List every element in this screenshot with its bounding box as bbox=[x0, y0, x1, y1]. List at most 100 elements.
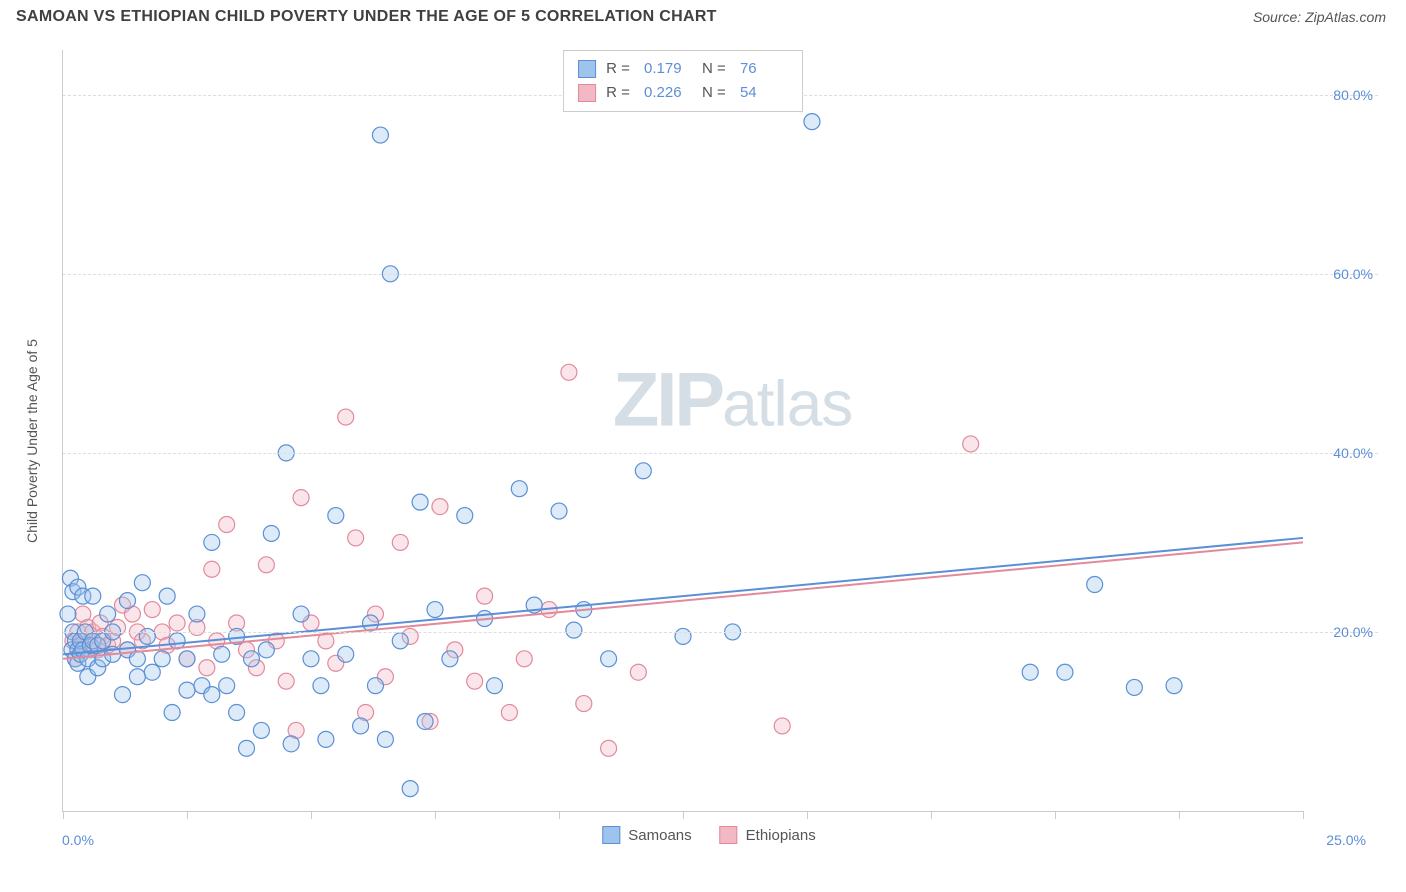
scatter-point bbox=[179, 682, 195, 698]
scatter-point bbox=[144, 602, 160, 618]
scatter-point bbox=[1022, 664, 1038, 680]
x-tick bbox=[1303, 811, 1304, 819]
legend-label: Ethiopians bbox=[746, 827, 816, 844]
scatter-point bbox=[392, 534, 408, 550]
x-tick bbox=[1179, 811, 1180, 819]
legend-n-label: N = bbox=[702, 57, 730, 81]
scatter-point bbox=[402, 781, 418, 797]
scatter-point bbox=[477, 588, 493, 604]
scatter-point bbox=[338, 646, 354, 662]
x-axis-min-label: 0.0% bbox=[62, 832, 94, 848]
x-tick bbox=[807, 811, 808, 819]
scatter-point bbox=[214, 646, 230, 662]
scatter-point bbox=[427, 602, 443, 618]
scatter-point bbox=[353, 718, 369, 734]
legend-n-value-1: 76 bbox=[740, 57, 788, 81]
grid-line bbox=[63, 632, 1378, 633]
scatter-point bbox=[1057, 664, 1073, 680]
legend-swatch-samoans bbox=[578, 60, 596, 78]
scatter-point bbox=[561, 364, 577, 380]
scatter-point bbox=[243, 651, 259, 667]
scatter-point bbox=[100, 606, 116, 622]
x-tick bbox=[63, 811, 64, 819]
scatter-point bbox=[204, 687, 220, 703]
scatter-point bbox=[576, 696, 592, 712]
y-axis-label: Child Poverty Under the Age of 5 bbox=[24, 339, 40, 543]
legend-r-value-2: 0.226 bbox=[644, 81, 692, 105]
scatter-point bbox=[154, 651, 170, 667]
legend-n-value-2: 54 bbox=[740, 81, 788, 105]
scatter-point bbox=[804, 114, 820, 130]
chart-container: Child Poverty Under the Age of 5 R = 0.1… bbox=[40, 40, 1378, 842]
scatter-point bbox=[258, 557, 274, 573]
legend-swatch-samoans bbox=[602, 826, 620, 844]
scatter-point bbox=[239, 740, 255, 756]
chart-title: SAMOAN VS ETHIOPIAN CHILD POVERTY UNDER … bbox=[16, 8, 717, 26]
scatter-point bbox=[675, 628, 691, 644]
legend-label: Samoans bbox=[628, 827, 691, 844]
scatter-point bbox=[601, 651, 617, 667]
x-tick bbox=[1055, 811, 1056, 819]
scatter-point bbox=[1126, 679, 1142, 695]
scatter-point bbox=[367, 678, 383, 694]
scatter-point bbox=[204, 561, 220, 577]
scatter-point bbox=[204, 534, 220, 550]
chart-source: Source: ZipAtlas.com bbox=[1253, 9, 1386, 25]
scatter-point bbox=[417, 713, 433, 729]
x-tick bbox=[559, 811, 560, 819]
x-axis-max-label: 25.0% bbox=[1326, 832, 1366, 848]
scatter-point bbox=[219, 517, 235, 533]
scatter-point bbox=[516, 651, 532, 667]
scatter-point bbox=[392, 633, 408, 649]
legend-swatch-ethiopians bbox=[578, 84, 596, 102]
x-tick bbox=[311, 811, 312, 819]
scatter-point bbox=[199, 660, 215, 676]
y-tick-label: 40.0% bbox=[1333, 445, 1373, 461]
legend-r-value-1: 0.179 bbox=[644, 57, 692, 81]
scatter-point bbox=[635, 463, 651, 479]
scatter-point bbox=[630, 664, 646, 680]
scatter-point bbox=[1087, 577, 1103, 593]
scatter-point bbox=[313, 678, 329, 694]
scatter-point bbox=[348, 530, 364, 546]
scatter-point bbox=[179, 651, 195, 667]
scatter-point bbox=[963, 436, 979, 452]
chart-header: SAMOAN VS ETHIOPIAN CHILD POVERTY UNDER … bbox=[0, 0, 1406, 30]
scatter-point bbox=[119, 593, 135, 609]
plot-area: R = 0.179 N = 76 R = 0.226 N = 54 ZIPatl… bbox=[62, 50, 1303, 812]
legend-n-label: N = bbox=[702, 81, 730, 105]
scatter-point bbox=[501, 705, 517, 721]
x-tick bbox=[931, 811, 932, 819]
legend-stats: R = 0.179 N = 76 R = 0.226 N = 54 bbox=[563, 50, 803, 112]
scatter-point bbox=[487, 678, 503, 694]
y-tick-label: 20.0% bbox=[1333, 624, 1373, 640]
x-tick bbox=[683, 811, 684, 819]
legend-series: Samoans Ethiopians bbox=[602, 826, 815, 844]
scatter-point bbox=[253, 722, 269, 738]
legend-r-label: R = bbox=[606, 57, 634, 81]
legend-item-ethiopians: Ethiopians bbox=[720, 826, 816, 844]
scatter-point bbox=[318, 731, 334, 747]
scatter-point bbox=[85, 588, 101, 604]
y-tick-label: 60.0% bbox=[1333, 266, 1373, 282]
scatter-point bbox=[1166, 678, 1182, 694]
scatter-point bbox=[278, 673, 294, 689]
scatter-point bbox=[219, 678, 235, 694]
scatter-point bbox=[303, 651, 319, 667]
scatter-point bbox=[432, 499, 448, 515]
grid-line bbox=[63, 453, 1378, 454]
legend-r-label: R = bbox=[606, 81, 634, 105]
scatter-point bbox=[511, 481, 527, 497]
legend-stats-row: R = 0.226 N = 54 bbox=[578, 81, 788, 105]
scatter-point bbox=[467, 673, 483, 689]
scatter-point bbox=[169, 615, 185, 631]
scatter-point bbox=[328, 508, 344, 524]
scatter-plot-svg bbox=[63, 50, 1303, 811]
scatter-point bbox=[60, 606, 76, 622]
scatter-point bbox=[412, 494, 428, 510]
scatter-point bbox=[442, 651, 458, 667]
scatter-point bbox=[129, 669, 145, 685]
x-tick bbox=[187, 811, 188, 819]
scatter-point bbox=[566, 622, 582, 638]
x-tick bbox=[435, 811, 436, 819]
